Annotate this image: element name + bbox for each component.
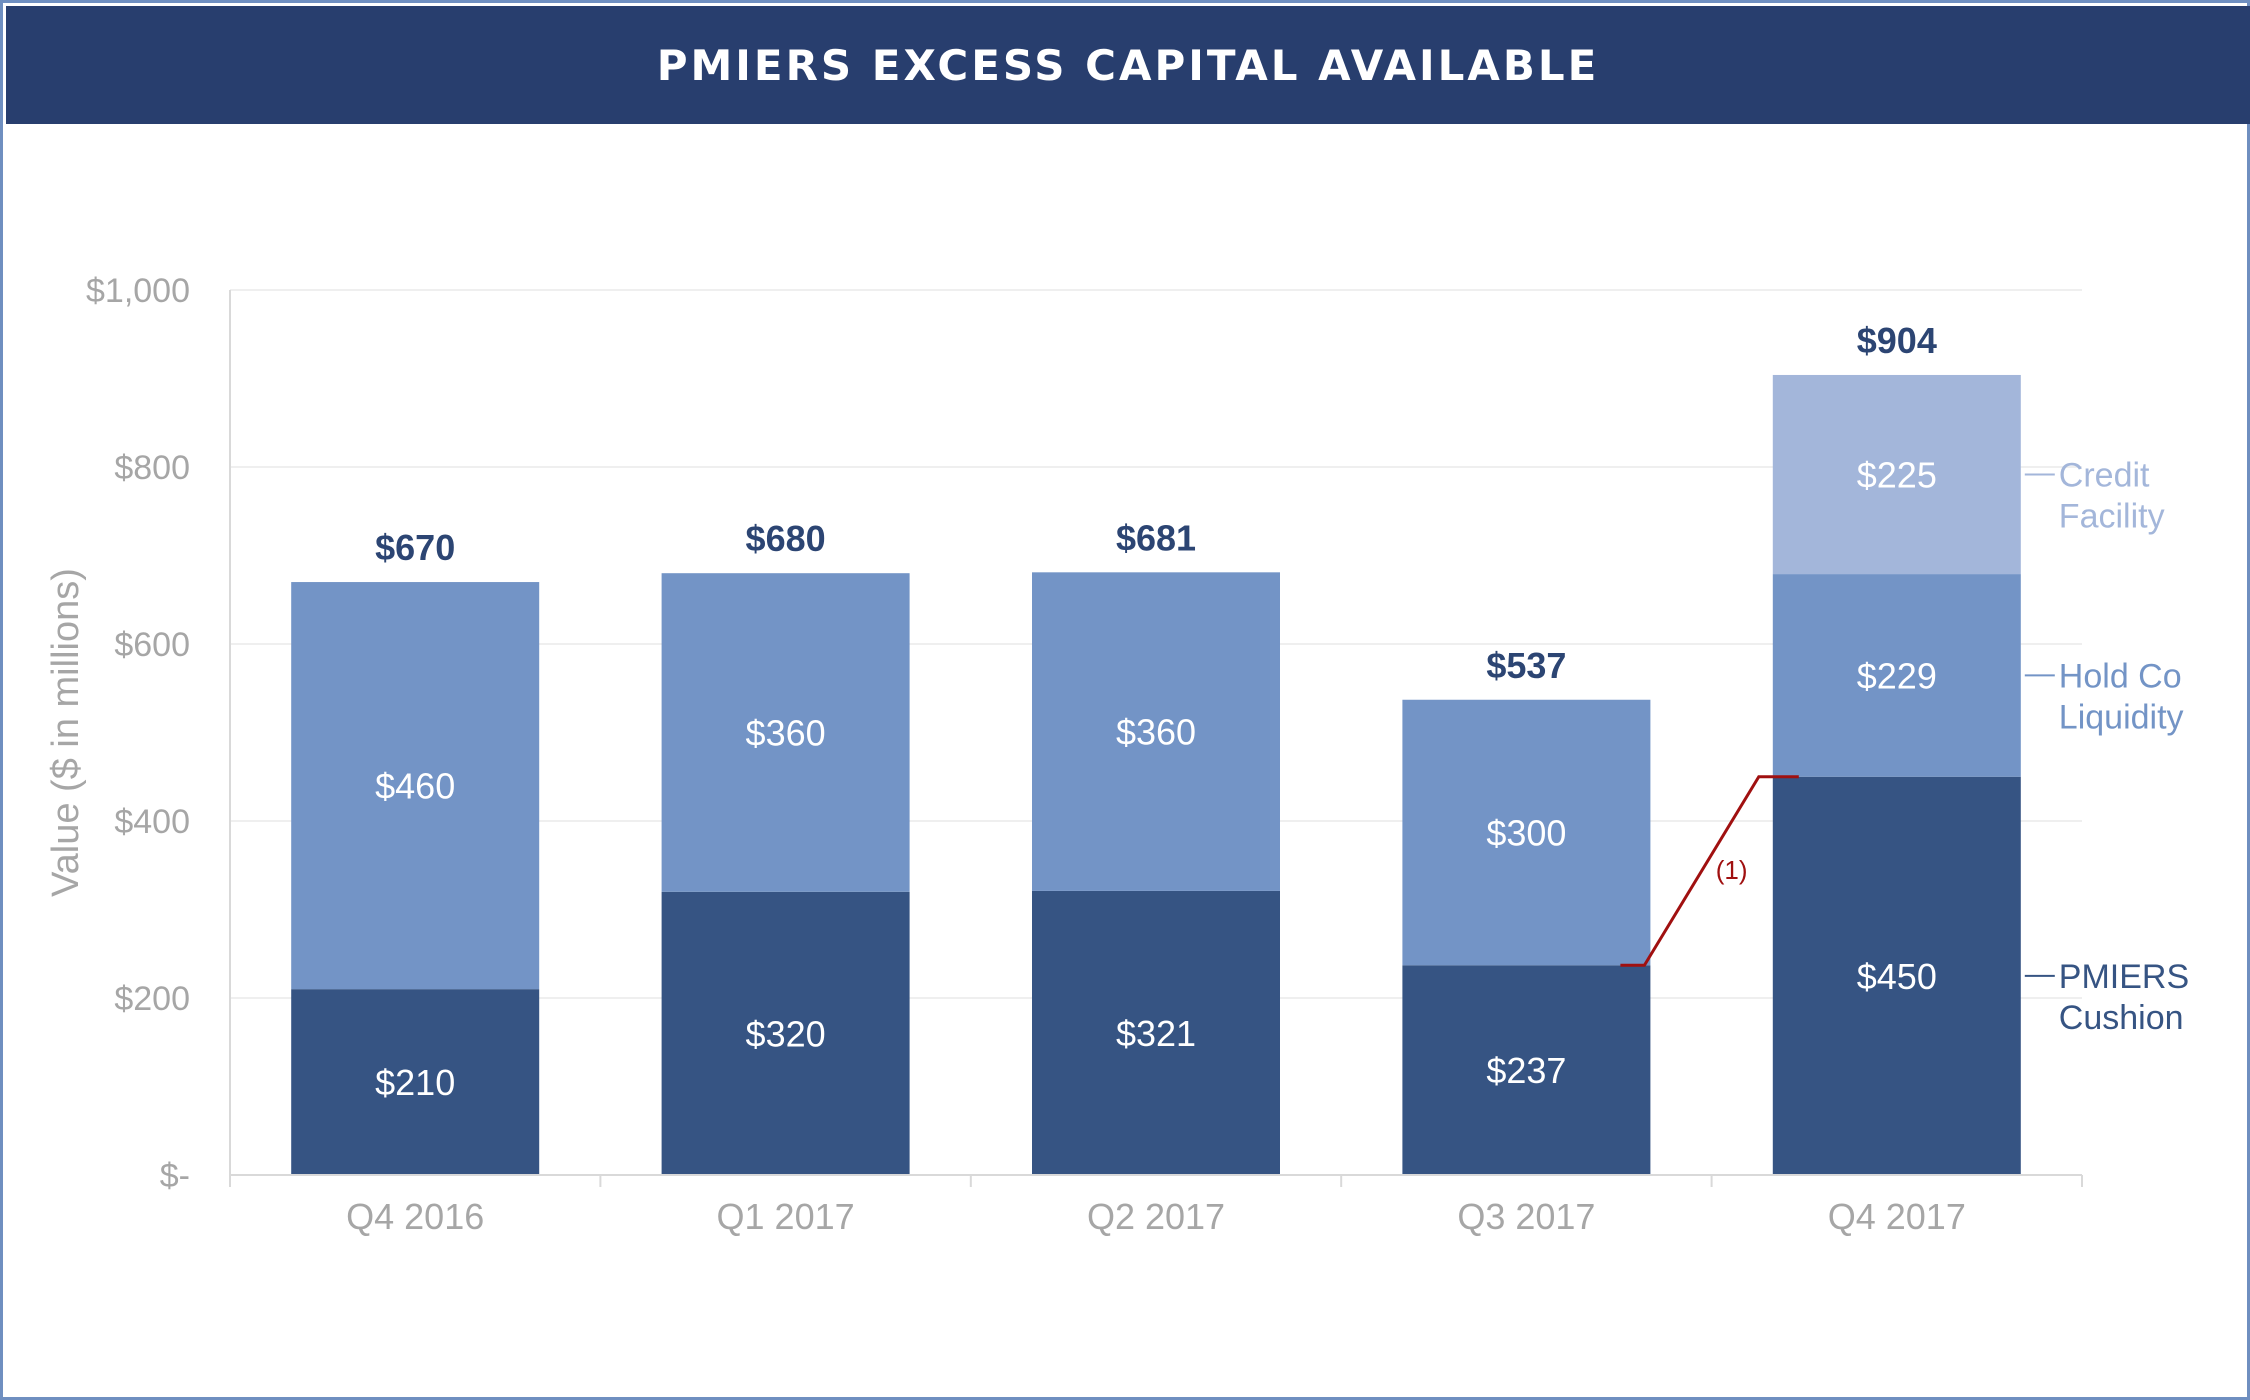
x-tick-label: Q4 2017 [1828,1196,1966,1237]
chart-title: PMIERS EXCESS CAPITAL AVAILABLE [656,40,1600,90]
bar-segment [1772,574,2021,777]
bar-data-label: $450 [1857,956,1937,997]
bar-total-label: $537 [1486,645,1566,686]
x-tick-label: Q1 2017 [717,1196,855,1237]
bar-total-label: $681 [1116,517,1196,558]
bar-total-label: $680 [746,518,826,559]
legend-label: Hold Co [2059,657,2182,695]
header-bar: PMIERS EXCESS CAPITAL AVAILABLE [6,6,2250,124]
bar-segment [1402,965,1651,1175]
x-tick-label: Q2 2017 [1087,1196,1225,1237]
y-tick-label: $- [160,1157,190,1195]
bar-data-label: $229 [1857,655,1937,696]
bar-data-label: $460 [375,766,455,807]
y-tick-label: $200 [114,980,190,1018]
bar-segment [1772,374,2021,575]
y-tick-label: $1,000 [86,272,190,310]
y-tick-label: $800 [114,449,190,487]
y-tick-label: $600 [114,626,190,664]
bar-data-label: $320 [746,1013,826,1054]
bar-segment [1032,572,1280,891]
bar-data-label: $300 [1486,813,1566,854]
bar-segment [291,989,540,1175]
legend-label: Liquidity [2059,698,2184,736]
annotation-connector [1620,775,1799,967]
bar-total-label: $670 [375,527,455,568]
y-tick-label: $400 [114,803,190,841]
bar-data-label: $360 [1116,712,1196,753]
x-tick-label: Q3 2017 [1457,1196,1595,1237]
legend-label: Facility [2059,498,2165,536]
bar-segment [291,582,540,990]
legend-label: Credit [2059,457,2150,495]
bar-segment [1402,699,1651,966]
bar-segment [661,891,910,1175]
bar-data-label: $321 [1116,1013,1196,1054]
bar-data-label: $225 [1857,455,1937,496]
x-tick-label: Q4 2016 [346,1196,484,1237]
y-axis-title: Value ($ in millions) [45,568,87,897]
bar-total-label: $904 [1857,320,1937,361]
bar-data-label: $210 [375,1062,455,1103]
bar-data-label: $360 [746,713,826,754]
bar-segment [1032,890,1280,1175]
legend-label: PMIERS [2059,958,2189,996]
bar-segment [1772,776,2021,1175]
bar-segment [661,573,910,892]
annotation-label: (1) [1716,855,1748,885]
bar-data-label: $237 [1486,1050,1566,1091]
legend-label: Cushion [2059,999,2184,1037]
